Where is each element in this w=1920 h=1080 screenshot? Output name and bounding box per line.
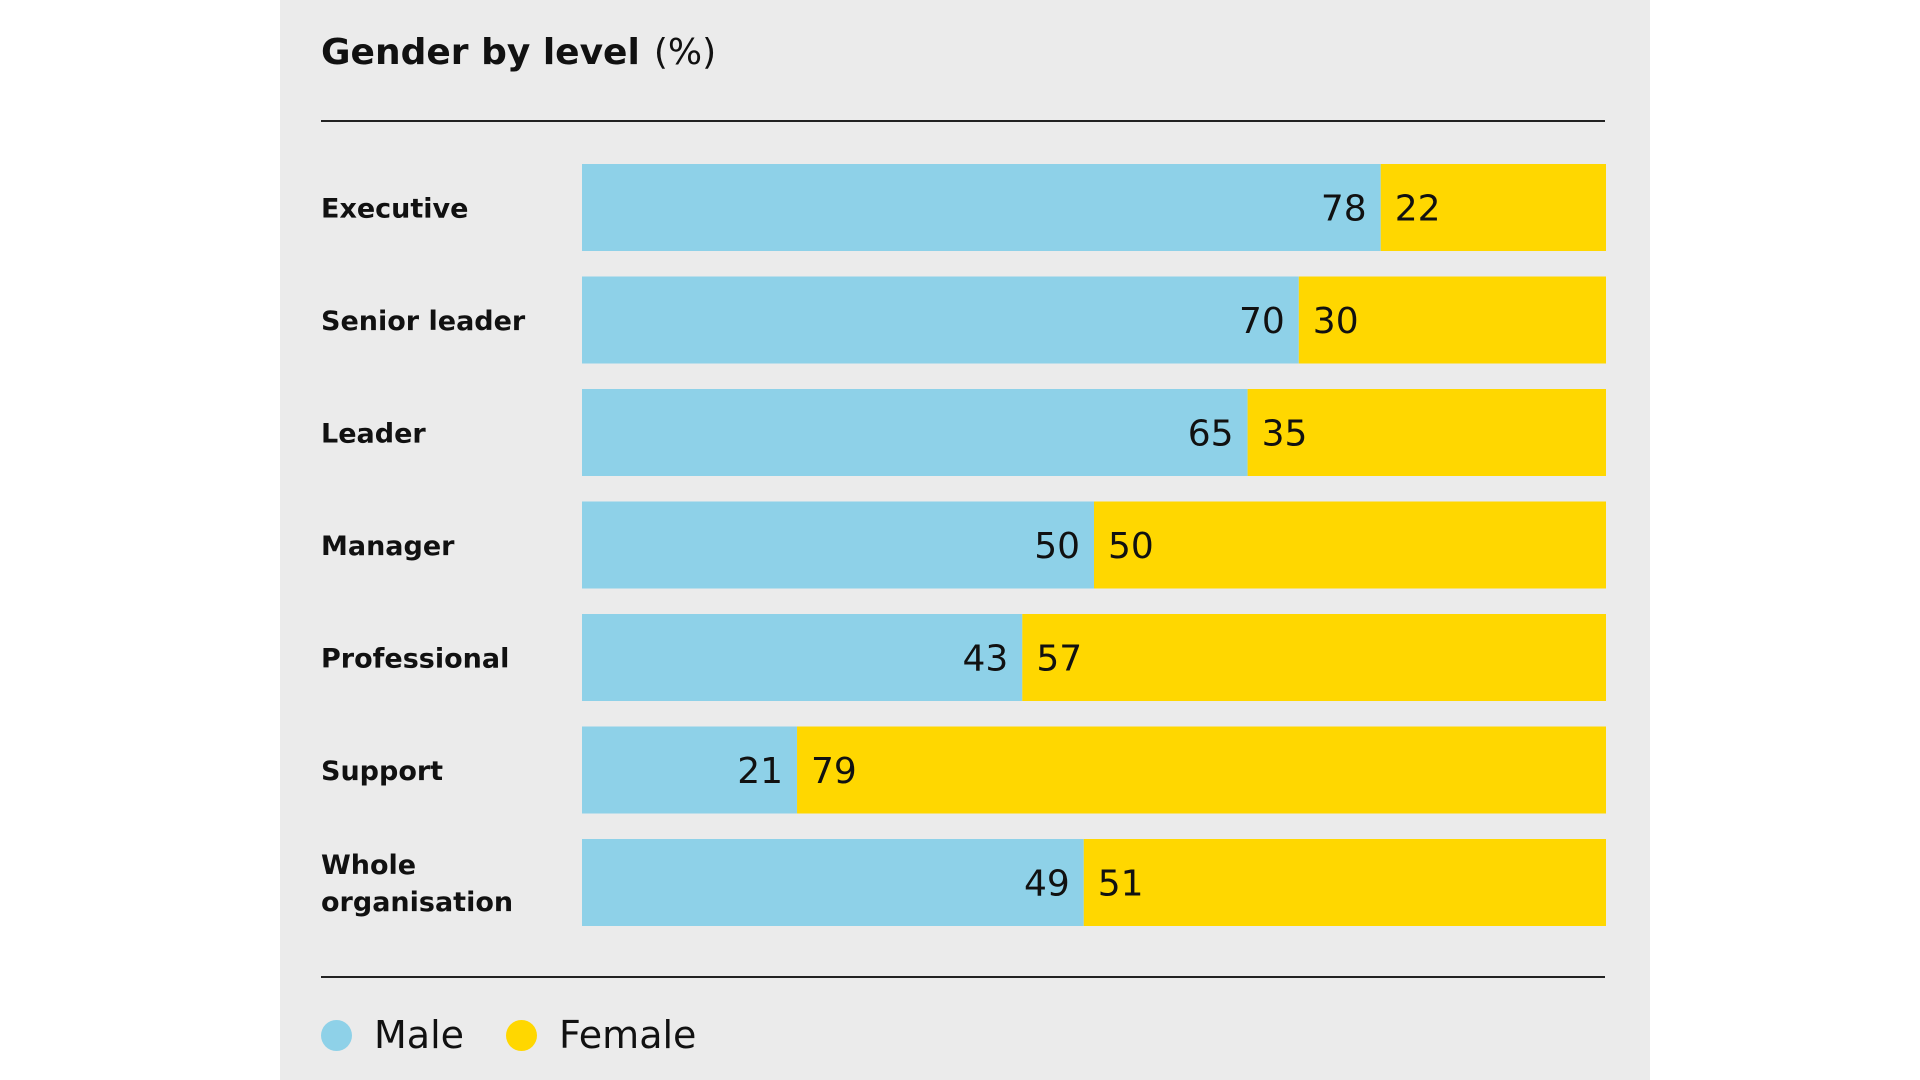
legend-item-male: Male bbox=[321, 1013, 464, 1057]
chart-unit-label: (%) bbox=[653, 32, 717, 73]
bottom-divider bbox=[321, 976, 1605, 978]
bar-male-executive bbox=[582, 164, 1381, 251]
value-label-male-professional: 43 bbox=[963, 639, 1009, 680]
value-label-male-whole-organisation: 49 bbox=[1024, 864, 1070, 905]
category-label-whole-organisation: Whole organisation bbox=[321, 850, 513, 918]
bar-female-manager bbox=[1094, 501, 1606, 589]
category-label-support: Support bbox=[321, 756, 443, 787]
legend-swatch-male bbox=[321, 1019, 352, 1051]
value-label-female-executive: 22 bbox=[1395, 189, 1441, 230]
bar-male-whole-organisation bbox=[582, 839, 1084, 926]
chart-header: Gender by level (%) bbox=[321, 28, 716, 78]
value-label-female-senior-leader: 30 bbox=[1313, 301, 1359, 342]
value-label-female-leader: 35 bbox=[1262, 414, 1308, 455]
category-label-executive: Executive bbox=[321, 194, 468, 225]
value-label-male-senior-leader: 70 bbox=[1239, 301, 1285, 342]
legend-label-male: Male bbox=[374, 1013, 465, 1057]
bar-female-executive bbox=[1380, 164, 1606, 251]
bar-female-professional bbox=[1022, 614, 1606, 701]
value-label-male-executive: 78 bbox=[1321, 189, 1367, 230]
bar-male-professional bbox=[582, 614, 1023, 701]
value-label-female-whole-organisation: 51 bbox=[1098, 864, 1144, 905]
bar-female-leader bbox=[1247, 389, 1606, 476]
bar-male-senior-leader bbox=[582, 276, 1299, 364]
value-label-male-manager: 50 bbox=[1034, 526, 1080, 567]
bar-male-manager bbox=[582, 501, 1094, 589]
value-label-female-manager: 50 bbox=[1108, 526, 1154, 567]
value-label-male-support: 21 bbox=[737, 751, 783, 792]
value-label-female-support: 79 bbox=[811, 751, 857, 792]
chart-title: Gender by level bbox=[321, 32, 640, 73]
value-label-male-leader: 65 bbox=[1188, 414, 1234, 455]
bar-female-senior-leader bbox=[1298, 276, 1606, 364]
bar-female-whole-organisation bbox=[1083, 839, 1606, 926]
top-divider bbox=[321, 120, 1605, 122]
legend-swatch-female bbox=[506, 1019, 538, 1051]
category-label-manager: Manager bbox=[321, 531, 455, 562]
legend-item-female: Female bbox=[506, 1013, 696, 1057]
category-label-leader: Leader bbox=[321, 419, 426, 450]
bar-female-support bbox=[797, 726, 1606, 814]
bar-male-leader bbox=[582, 389, 1248, 476]
category-label-senior-leader: Senior leader bbox=[321, 306, 526, 337]
value-label-female-professional: 57 bbox=[1036, 639, 1082, 680]
legend: Male Female bbox=[321, 1010, 738, 1060]
legend-label-female: Female bbox=[559, 1013, 697, 1057]
bar-male-support bbox=[582, 726, 798, 814]
category-label-professional: Professional bbox=[321, 644, 509, 675]
